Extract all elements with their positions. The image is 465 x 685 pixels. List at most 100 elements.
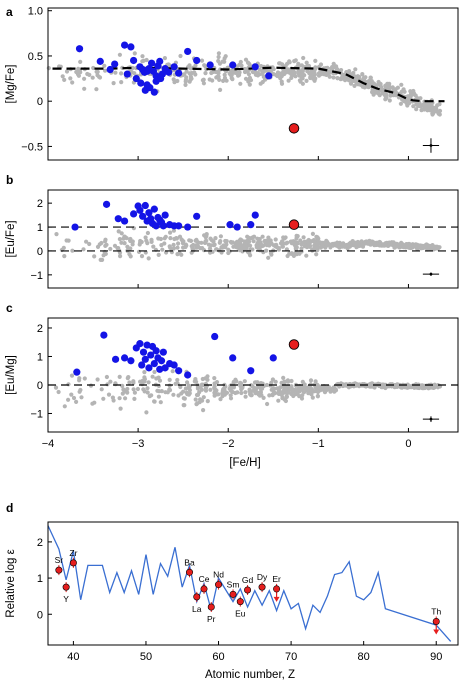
grey-star-point xyxy=(103,251,108,256)
grey-star-point xyxy=(119,71,124,76)
grey-star-point xyxy=(260,386,265,391)
grey-star-point xyxy=(142,370,147,375)
blue-star-point xyxy=(136,206,144,214)
grey-star-point xyxy=(311,75,316,80)
blue-star-point xyxy=(132,74,140,83)
grey-star-point xyxy=(270,392,275,397)
blue-star-point xyxy=(145,209,153,217)
panel-letter: d xyxy=(6,501,13,515)
grey-star-point xyxy=(281,235,286,240)
grey-star-point xyxy=(74,399,79,404)
axes-frame xyxy=(47,317,459,433)
grey-star-point xyxy=(280,391,285,396)
grey-star-point xyxy=(177,234,183,239)
grey-star-point xyxy=(304,253,309,258)
grey-star-point xyxy=(127,252,132,257)
grey-star-point xyxy=(430,111,435,116)
element-point xyxy=(229,590,237,598)
grey-star-point xyxy=(429,106,434,111)
grey-star-point xyxy=(175,245,180,250)
grey-star-point xyxy=(233,241,238,246)
y-axis-label: Relative log ε xyxy=(5,549,17,617)
grey-star-point xyxy=(407,241,412,247)
grey-star-point xyxy=(92,254,97,259)
grey-star-point xyxy=(296,71,301,76)
grey-star-point xyxy=(315,393,320,399)
grey-star-point xyxy=(120,391,125,396)
grey-star-point xyxy=(262,239,267,244)
grey-star-point xyxy=(218,87,223,92)
grey-star-point xyxy=(204,385,209,390)
grey-star-point xyxy=(301,55,306,61)
y-tick-label: 1 xyxy=(37,351,43,363)
grey-star-point xyxy=(216,51,221,56)
element-point xyxy=(244,586,252,594)
grey-star-point xyxy=(415,243,420,248)
grey-star-point xyxy=(95,69,100,74)
grey-star-point xyxy=(171,228,176,233)
y-tick-label: 0.5 xyxy=(28,51,43,63)
grey-star-point xyxy=(194,239,200,244)
grey-star-point xyxy=(140,59,145,64)
grey-star-point xyxy=(235,390,240,395)
grey-star-point xyxy=(102,63,107,68)
element-label: Sr xyxy=(55,555,64,565)
grey-star-point xyxy=(335,240,340,245)
blue-star-point xyxy=(136,340,144,348)
grey-star-point xyxy=(290,387,295,392)
blue-star-point xyxy=(251,211,259,219)
grey-star-point xyxy=(199,58,205,63)
grey-star-point xyxy=(436,245,441,250)
grey-star-point xyxy=(313,379,318,384)
blue-star-point xyxy=(130,56,138,65)
red-star-point xyxy=(288,123,300,134)
blue-star-point xyxy=(152,222,160,230)
grey-star-point xyxy=(207,77,212,82)
grey-star-point xyxy=(231,379,236,384)
grey-star-point xyxy=(222,56,227,61)
grey-star-point xyxy=(69,373,75,378)
grey-star-point xyxy=(127,380,132,385)
grey-star-point xyxy=(151,244,156,249)
element-point xyxy=(69,559,77,567)
grey-star-point xyxy=(242,239,248,244)
grey-star-point xyxy=(315,248,320,253)
grey-star-point xyxy=(280,396,285,401)
grey-star-point xyxy=(392,90,397,95)
grey-star-point xyxy=(258,381,264,386)
blue-star-point xyxy=(251,63,259,71)
panel-b: 2 1 0 −1 [Eu/Fe] b xyxy=(5,173,459,289)
blue-star-point xyxy=(139,348,148,356)
grey-star-point xyxy=(162,56,167,61)
grey-star-point xyxy=(416,103,421,108)
grey-star-point xyxy=(132,396,137,401)
grey-star-point xyxy=(122,234,128,239)
grey-star-cloud xyxy=(53,369,443,415)
grey-star-point xyxy=(167,383,172,388)
grey-star-point xyxy=(230,77,235,82)
grey-star-point xyxy=(405,94,410,99)
grey-star-point xyxy=(383,242,388,247)
grey-star-point xyxy=(76,73,81,78)
grey-star-point xyxy=(335,244,341,249)
grey-star-point xyxy=(176,241,181,246)
grey-star-point xyxy=(243,76,249,81)
grey-star-point xyxy=(220,389,225,394)
grey-star-point xyxy=(424,105,429,110)
grey-star-point xyxy=(308,378,314,383)
blue-star-point xyxy=(127,43,135,51)
grey-star-point xyxy=(274,242,279,247)
blue-star-point xyxy=(141,355,149,363)
grey-star-point xyxy=(198,385,203,390)
grey-star-point xyxy=(305,239,310,244)
grey-star-point xyxy=(217,77,222,82)
grey-star-point xyxy=(355,244,360,249)
grey-star-point xyxy=(294,233,299,238)
grey-star-point xyxy=(307,385,313,390)
grey-star-point xyxy=(284,247,289,252)
element-point xyxy=(215,581,223,589)
grey-star-point xyxy=(116,229,121,234)
grey-star-point xyxy=(247,82,252,87)
grey-star-point xyxy=(270,65,275,70)
grey-star-point xyxy=(101,396,106,401)
